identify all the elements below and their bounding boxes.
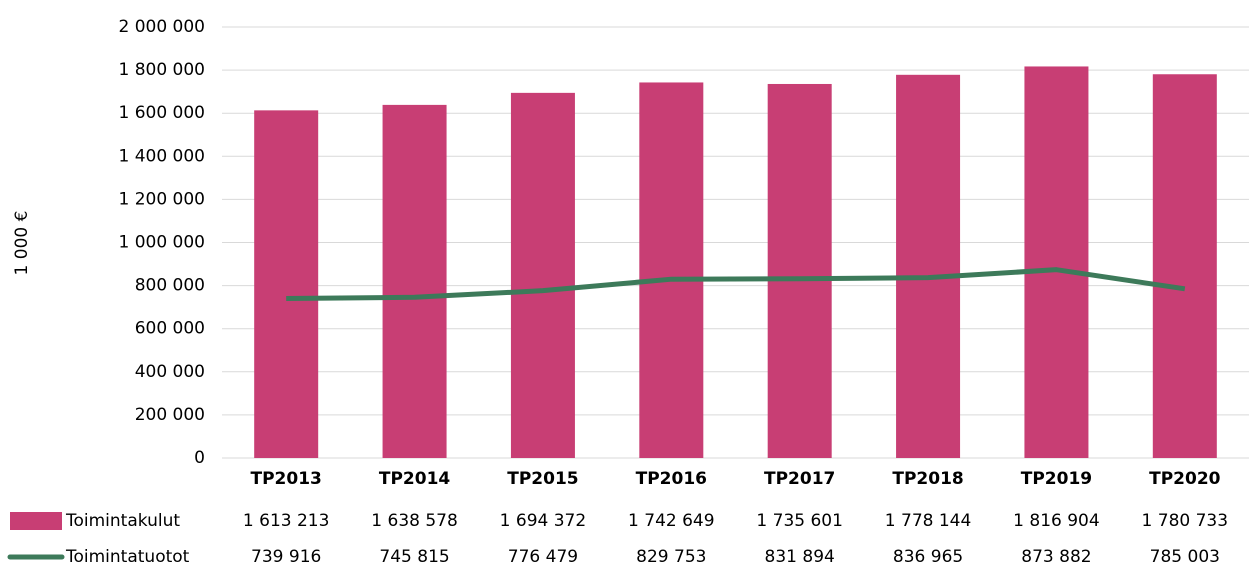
legend-swatch [10, 512, 62, 530]
table-value: 785 003 [1150, 547, 1220, 567]
table-value: 1 613 213 [243, 511, 330, 531]
bar [382, 104, 447, 458]
bar [510, 92, 575, 459]
bar [767, 83, 832, 459]
y-tick-label: 1 000 000 [118, 233, 205, 253]
table-value: 1 780 733 [1142, 511, 1229, 531]
table-value: 836 965 [893, 547, 963, 567]
table-value: 1 816 904 [1013, 511, 1100, 531]
y-tick-label: 400 000 [135, 362, 205, 382]
bar [896, 74, 961, 458]
y-tick-label: 200 000 [135, 405, 205, 425]
table-value: 1 694 372 [500, 511, 587, 531]
table-value: 1 638 578 [371, 511, 458, 531]
x-tick-label: TP2015 [507, 469, 578, 489]
y-tick-label: 600 000 [135, 319, 205, 339]
y-tick-label: 1 600 000 [118, 103, 205, 123]
legend-label: Toimintatuotot [65, 547, 190, 567]
table-value: 831 894 [765, 547, 835, 567]
x-tick-label: TP2017 [764, 469, 835, 489]
bar [254, 110, 319, 458]
y-tick-label: 1 200 000 [118, 189, 205, 209]
bar [639, 82, 704, 458]
bar [1152, 74, 1217, 458]
table-value: 829 753 [636, 547, 706, 567]
table-value: 1 742 649 [628, 511, 715, 531]
x-tick-label: TP2013 [251, 469, 322, 489]
line [286, 267, 1186, 302]
y-axis-label: 1 000 € [12, 211, 32, 276]
y-tick-label: 1 800 000 [118, 60, 205, 80]
legend-label: Toimintakulut [65, 511, 180, 531]
y-tick-label: 800 000 [135, 276, 205, 296]
bar [1024, 66, 1089, 459]
table-value: 776 479 [508, 547, 578, 567]
x-tick-label: TP2019 [1021, 469, 1092, 489]
x-tick-label: TP2014 [379, 469, 451, 489]
x-tick-label: TP2016 [636, 469, 707, 489]
y-tick-label: 0 [194, 448, 205, 468]
y-tick-label: 1 400 000 [118, 146, 205, 166]
table-value: 873 882 [1021, 547, 1091, 567]
table-value: 1 735 601 [756, 511, 843, 531]
x-tick-label: TP2018 [892, 469, 963, 489]
table-value: 739 916 [251, 547, 321, 567]
table-value: 745 815 [379, 547, 449, 567]
x-tick-label: TP2020 [1149, 469, 1221, 489]
y-tick-label: 2 000 000 [118, 17, 205, 37]
table-value: 1 778 144 [885, 511, 972, 531]
